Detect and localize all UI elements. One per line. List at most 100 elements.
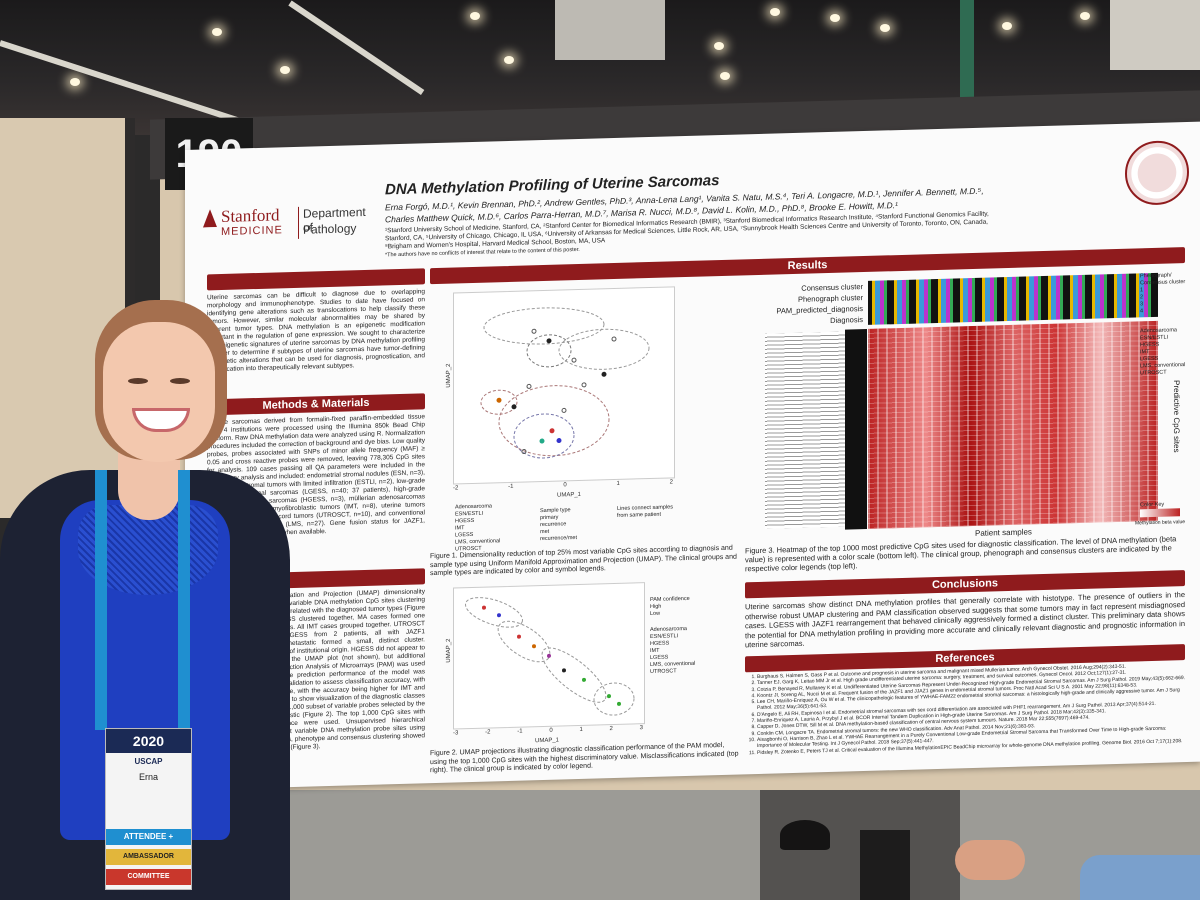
fig2-pam-legend: PAM confidence High Low <box>650 595 730 618</box>
sample-point <box>549 428 555 434</box>
x-tick: -1 <box>517 728 523 735</box>
ceiling-light <box>1080 12 1090 20</box>
heatmap-diagnosis-legend: Adenosarcoma ESN/ESTLI HGESS IMT LGESS L… <box>1140 327 1195 378</box>
color-key-bar <box>1140 508 1180 518</box>
sample-point <box>611 336 617 342</box>
ceiling-light <box>1002 22 1012 30</box>
badge-org: USCAP <box>134 757 163 766</box>
sample-point <box>521 449 527 455</box>
cluster-ellipse <box>483 307 605 345</box>
fig2-y-axis-label: UMAP_2 <box>446 638 453 663</box>
legend-title: Phenograph/ Consensus cluster <box>1140 272 1186 287</box>
conclusions-text: Uterine sarcomas show distinct DNA methy… <box>745 590 1185 650</box>
person-leg <box>860 830 910 900</box>
heatmap-side-bar <box>845 328 867 530</box>
x-tick: 2 <box>669 479 673 486</box>
heatmap-row-labels: Consensus cluster Phenograph cluster PAM… <box>745 281 863 328</box>
intro-text: Uterine sarcomas can be difficult to dia… <box>207 288 425 374</box>
fig1-y-axis-label: UMAP_2 <box>446 363 453 388</box>
legend-item: 4 <box>1140 308 1144 315</box>
fig2-diagnosis-legend: Adenosarcoma ESN/ESTLI HGESS IMT LGESS L… <box>650 625 730 676</box>
stanford-logo: Stanford MEDICINE Department of Patholog… <box>203 203 373 248</box>
logo-divider <box>298 206 299 239</box>
lanyard-left <box>95 470 107 730</box>
sample-point <box>571 357 577 363</box>
sample-point <box>546 338 552 344</box>
stanford-seal <box>1125 139 1189 206</box>
x-tick: 0 <box>549 727 553 734</box>
x-tick: 3 <box>639 725 643 732</box>
x-tick: 2 <box>609 726 613 733</box>
phenograph-legend: Phenograph/ Consensus cluster 1 2 3 4 <box>1140 272 1195 316</box>
ceiling-beam <box>1110 0 1200 70</box>
tree-icon <box>203 209 217 227</box>
presenter-face <box>103 322 215 462</box>
sample-point <box>556 438 562 444</box>
cluster-ellipse <box>526 334 572 368</box>
cluster-ellipse <box>497 620 551 663</box>
ceiling-light <box>212 28 222 36</box>
x-tick: -1 <box>508 483 514 490</box>
ceiling-beam <box>555 0 665 60</box>
sample-point <box>561 407 567 413</box>
x-tick: -3 <box>453 730 459 737</box>
sample-point <box>532 644 536 649</box>
x-tick: -2 <box>485 729 491 736</box>
heatmap-grid <box>868 320 1158 529</box>
heatmap-x-label: Patient samples <box>975 527 1032 538</box>
heatmap-row-label: Diagnosis <box>830 315 863 325</box>
cluster-ellipse <box>513 413 575 459</box>
figure-3-caption: Figure 3. Heatmap of the top 1000 most p… <box>745 534 1177 574</box>
sample-point <box>607 694 611 699</box>
logo-pathology: Pathology <box>303 221 357 237</box>
badge-year: 2020 <box>106 729 191 753</box>
ceiling-light <box>720 72 730 80</box>
shoe <box>780 820 830 850</box>
fig1-sample-legend: Sample type primary recurrence met recur… <box>540 506 610 543</box>
sample-point <box>601 371 607 377</box>
fig2-x-axis-label: UMAP_1 <box>535 737 560 745</box>
badge-ambassador: AMBASSADOR <box>106 849 191 865</box>
sample-point <box>517 634 521 639</box>
legend-item: UTROSCT <box>650 668 677 676</box>
legend-item: Low <box>650 610 661 618</box>
x-tick: 1 <box>579 726 583 733</box>
sample-point <box>581 382 587 388</box>
fig1-lines-legend: Lines connect samples from same patient <box>617 504 673 519</box>
sample-point <box>617 701 621 706</box>
x-tick: 0 <box>563 482 567 489</box>
badge-attendee: ATTENDEE + <box>106 829 191 845</box>
ceiling-light <box>830 14 840 22</box>
references-list: Burghaus S, Halmen S, Gass P et al. Outc… <box>745 662 1187 756</box>
ceiling-light <box>280 66 290 74</box>
ceiling-light <box>714 42 724 50</box>
presenter-eye-right <box>170 378 190 384</box>
ceiling-light <box>880 24 890 32</box>
passerby-hand <box>955 840 1025 880</box>
figure-1-plot <box>453 286 675 485</box>
ceiling-beam <box>288 0 425 95</box>
figure-2-svg <box>465 597 635 716</box>
sample-point <box>582 677 586 682</box>
figure-2-caption: Figure 2. UMAP projections illustrating … <box>430 741 739 775</box>
sample-point <box>511 404 517 410</box>
badge-name: Erna <box>138 772 158 782</box>
ceiling-light <box>504 56 514 64</box>
heatmap-annotation-bars <box>868 272 1158 325</box>
ceiling-beam <box>0 40 249 127</box>
ceiling-light <box>470 12 480 20</box>
x-tick: 1 <box>616 480 620 487</box>
ceiling-light <box>70 78 80 86</box>
intro-header <box>207 268 425 291</box>
cluster-ellipse <box>541 647 607 703</box>
heatmap-y-label: Predictive CpG sites <box>1172 379 1182 453</box>
passerby-sleeve <box>1080 855 1200 900</box>
sample-point <box>539 438 545 444</box>
sample-point <box>531 328 537 334</box>
cluster-ellipse <box>480 389 518 415</box>
legend-item: UTROSCT <box>1140 369 1167 377</box>
badge-committee: COMMITTEE <box>106 869 191 885</box>
presenter-eye-left <box>128 378 148 384</box>
sample-point <box>547 653 551 658</box>
sample-point <box>526 383 532 389</box>
